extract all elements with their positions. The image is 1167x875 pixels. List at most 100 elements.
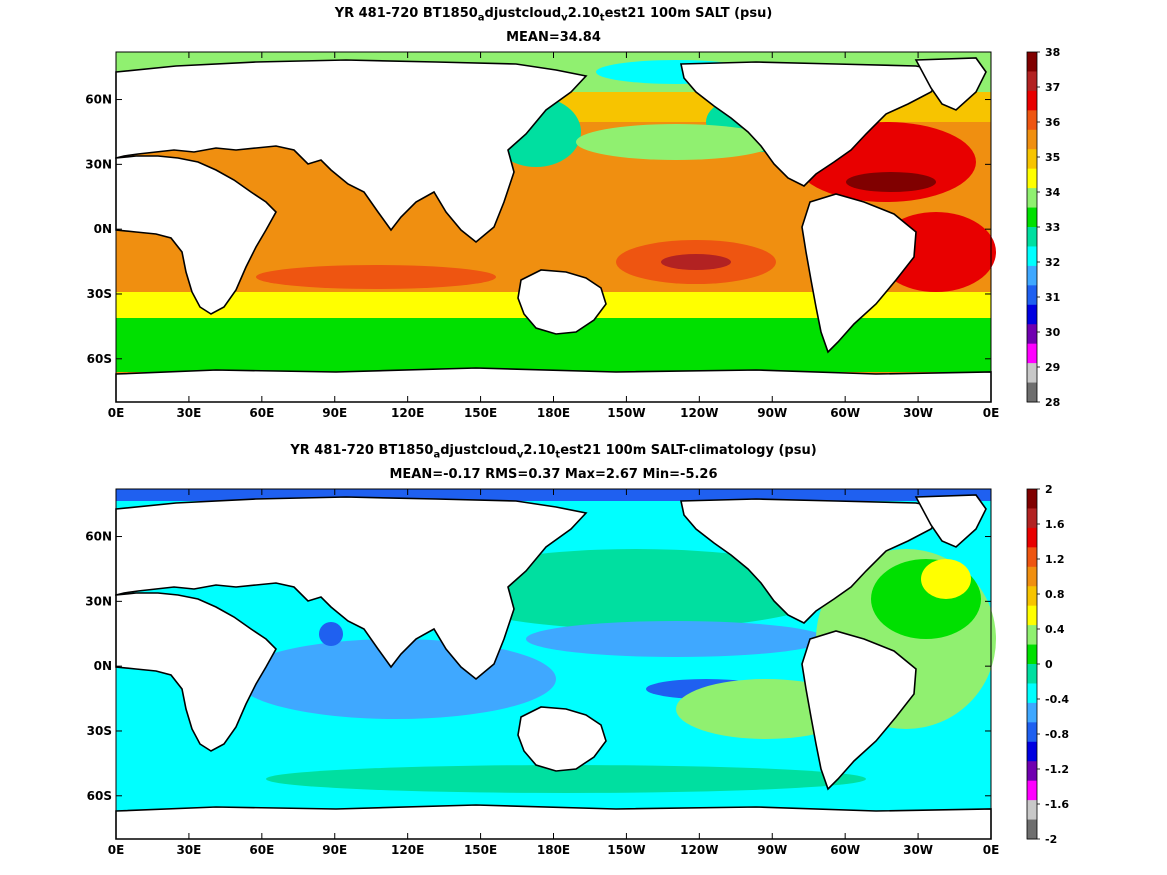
panel2-subtitle: MEAN=-0.17 RMS=0.37 Max=2.67 Min=-5.26 [389, 467, 718, 482]
colorbar-swatch [1027, 304, 1037, 325]
colorbar-tick-label: 2 [1045, 483, 1053, 496]
colorbar-tick-label: 38 [1045, 46, 1060, 59]
colorbar-tick-label: 0.4 [1045, 623, 1065, 636]
colorbar-tick-label: 28 [1045, 396, 1060, 409]
colorbar-tick-label: 32 [1045, 256, 1060, 269]
colorbar-swatch [1027, 246, 1037, 267]
colorbar-tick-label: 31 [1045, 291, 1060, 304]
y-tick-label: 60S [87, 789, 112, 803]
colorbar-swatch [1027, 110, 1037, 131]
x-tick-label: 30W [903, 406, 933, 420]
colorbar-swatch [1027, 71, 1037, 92]
colorbar-swatch [1027, 168, 1037, 189]
colorbar-swatch [1027, 683, 1037, 704]
x-tick-label: 150W [607, 406, 645, 420]
colorbar-tick-label: 33 [1045, 221, 1060, 234]
colorbar-swatch [1027, 363, 1037, 384]
x-tick-label: 90W [757, 406, 787, 420]
colorbar-tick-label: -1.2 [1045, 763, 1069, 776]
y-tick-label: 60N [85, 530, 112, 544]
x-tick-label: 180E [537, 843, 570, 857]
colorbar-tick-label: 37 [1045, 81, 1060, 94]
x-tick-label: 90E [322, 406, 347, 420]
y-tick-label: 0N [94, 222, 112, 236]
x-tick-label: 120W [680, 406, 718, 420]
y-tick-label: 60N [85, 93, 112, 107]
x-tick-label: 0E [983, 406, 1000, 420]
colorbar-swatch [1027, 800, 1037, 821]
x-tick-label: 90E [322, 843, 347, 857]
colorbar-swatch [1027, 527, 1037, 548]
colorbar-swatch [1027, 664, 1037, 684]
x-tick-label: 60E [249, 843, 274, 857]
colorbar-swatch [1027, 489, 1037, 509]
colorbar-tick-label: 35 [1045, 151, 1060, 164]
panel1-map [115, 51, 996, 403]
y-tick-label: 30S [87, 724, 112, 738]
y-tick-label: 60S [87, 352, 112, 366]
y-tick-label: 30N [85, 594, 112, 608]
x-tick-label: 120W [680, 843, 718, 857]
colorbar-swatch [1027, 566, 1037, 587]
x-tick-label: 0E [983, 843, 1000, 857]
colorbar-swatch [1027, 129, 1037, 150]
colorbar-tick-label: 34 [1045, 186, 1061, 199]
colorbar-swatch [1027, 819, 1037, 840]
y-tick-label: 30N [85, 157, 112, 171]
colorbar-tick-label: -2 [1045, 833, 1057, 846]
x-tick-label: 60W [830, 406, 860, 420]
colorbar-swatch [1027, 188, 1037, 209]
colorbar-tick-label: -0.4 [1045, 693, 1069, 706]
colorbar-swatch [1027, 90, 1037, 111]
panel1-subtitle: MEAN=34.84 [506, 30, 601, 45]
x-tick-label: 0E [108, 406, 125, 420]
colorbar-swatch [1027, 644, 1037, 665]
colorbar-tick-label: 29 [1045, 361, 1060, 374]
colorbar-tick-label: 1.6 [1045, 518, 1065, 531]
colorbar-tick-label: 36 [1045, 116, 1061, 129]
x-tick-label: 150W [607, 843, 645, 857]
panel2-map [115, 488, 996, 840]
y-tick-label: 30S [87, 287, 112, 301]
x-tick-label: 120E [391, 843, 424, 857]
colorbar-swatch [1027, 265, 1037, 286]
y-tick-label: 0N [94, 659, 112, 673]
colorbar-swatch [1027, 149, 1037, 170]
x-tick-label: 180E [537, 406, 570, 420]
x-tick-label: 60E [249, 406, 274, 420]
colorbar-swatch [1027, 605, 1037, 626]
colorbar-tick-label: -1.6 [1045, 798, 1069, 811]
x-tick-label: 60W [830, 843, 860, 857]
colorbar-swatch [1027, 741, 1037, 762]
colorbar-swatch [1027, 761, 1037, 782]
x-tick-label: 150E [464, 406, 497, 420]
colorbar-swatch [1027, 780, 1037, 801]
colorbar-tick-label: 30 [1045, 326, 1061, 339]
colorbar-swatch [1027, 547, 1037, 568]
x-tick-label: 30E [176, 406, 201, 420]
colorbar-swatch [1027, 625, 1037, 646]
x-tick-label: 120E [391, 406, 424, 420]
colorbar-swatch [1027, 227, 1037, 247]
colorbar-swatch [1027, 324, 1037, 345]
colorbar-tick-label: 1.2 [1045, 553, 1065, 566]
colorbar-tick-label: -0.8 [1045, 728, 1069, 741]
colorbar-swatch [1027, 285, 1037, 306]
colorbar-swatch [1027, 207, 1037, 228]
x-tick-label: 30W [903, 843, 933, 857]
panel2-title: YR 481-720 BT1850adjustcloudv2.10test21 … [290, 443, 817, 461]
x-tick-label: 0E [108, 843, 125, 857]
x-tick-label: 90W [757, 843, 787, 857]
x-tick-label: 150E [464, 843, 497, 857]
colorbar-swatch [1027, 586, 1037, 607]
colorbar-swatch [1027, 52, 1037, 72]
colorbar-swatch [1027, 382, 1037, 403]
colorbar-tick-label: 0.8 [1045, 588, 1065, 601]
colorbar-swatch [1027, 508, 1037, 529]
colorbar-tick-label: 0 [1045, 658, 1053, 671]
colorbar-swatch [1027, 343, 1037, 364]
colorbar-swatch [1027, 702, 1037, 723]
colorbar-swatch [1027, 722, 1037, 743]
panel1-title: YR 481-720 BT1850adjustcloudv2.10test21 … [334, 6, 773, 24]
